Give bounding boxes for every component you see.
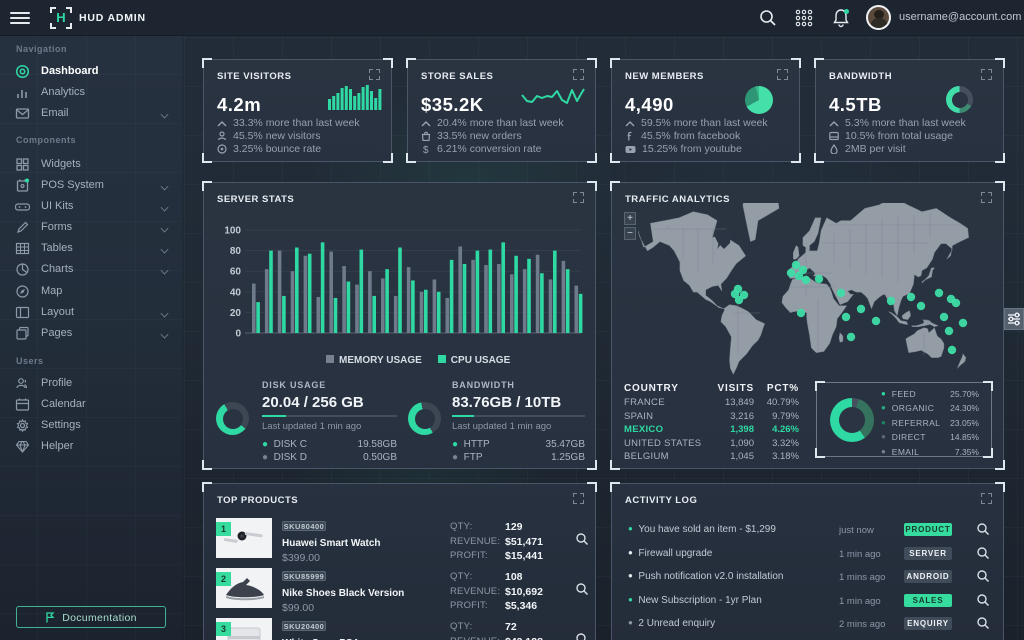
svg-text:100: 100	[224, 226, 241, 237]
svg-text:60: 60	[230, 267, 242, 278]
svg-text:40: 40	[230, 287, 242, 298]
svg-text:$: $	[423, 145, 429, 154]
svg-text:0: 0	[235, 329, 241, 340]
svg-text:80: 80	[230, 246, 242, 257]
svg-text:20: 20	[230, 308, 242, 319]
